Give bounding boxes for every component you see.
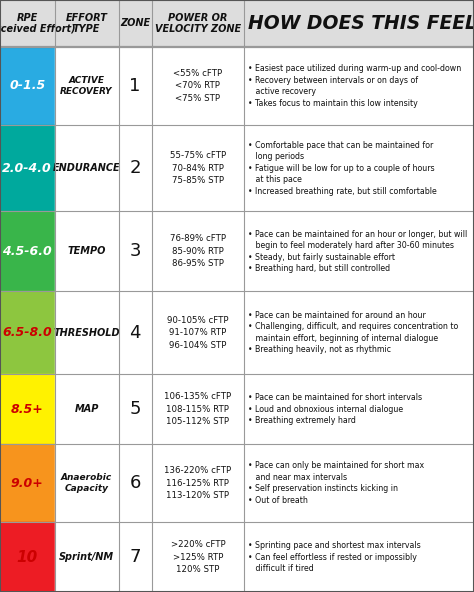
Text: 3: 3 (129, 242, 141, 260)
Text: 0-1.5: 0-1.5 (9, 79, 46, 92)
Text: MAP: MAP (74, 404, 99, 414)
Bar (0, 0, 474, 47)
Bar (0, 47, 55, 125)
Text: Anaerobic
Capacity: Anaerobic Capacity (61, 474, 112, 493)
Text: 8.5+: 8.5+ (11, 403, 44, 416)
Bar (152, 125, 244, 211)
Text: 7: 7 (129, 548, 141, 566)
Text: 4: 4 (129, 324, 141, 342)
Text: • Pace can be maintained for an hour or longer, but will
   begin to feel modera: • Pace can be maintained for an hour or … (248, 230, 467, 273)
Bar (118, 444, 152, 522)
Text: • Pace can be maintained for short intervals
• Loud and obnoxious internal dialo: • Pace can be maintained for short inter… (248, 393, 422, 425)
Bar (0, 291, 55, 374)
Text: ACTIVE
RECOVERY: ACTIVE RECOVERY (60, 76, 113, 96)
Bar (55, 125, 118, 211)
Bar (152, 291, 244, 374)
Text: POWER OR
VELOCITY ZONE: POWER OR VELOCITY ZONE (155, 13, 241, 34)
Text: 76-89% cFTP
85-90% RTP
86-95% STP: 76-89% cFTP 85-90% RTP 86-95% STP (170, 234, 226, 268)
Bar (152, 211, 244, 291)
Text: 106-135% cFTP
108-115% RTP
105-112% STP: 106-135% cFTP 108-115% RTP 105-112% STP (164, 392, 231, 426)
Bar (152, 522, 244, 592)
Text: 6: 6 (129, 474, 141, 492)
Text: • Pace can be maintained for around an hour
• Challenging, difficult, and requir: • Pace can be maintained for around an h… (248, 311, 458, 355)
Bar (0, 125, 55, 211)
Bar (244, 291, 474, 374)
Text: 55-75% cFTP
70-84% RTP
75-85% STP: 55-75% cFTP 70-84% RTP 75-85% STP (170, 152, 226, 185)
Bar (118, 291, 152, 374)
Text: RPE
(Perceived Effort): RPE (Perceived Effort) (0, 13, 76, 34)
Text: 10: 10 (17, 549, 38, 565)
Bar (0, 374, 55, 444)
Bar (244, 47, 474, 125)
Text: • Easiest pace utilized during warm-up and cool-down
• Recovery between interval: • Easiest pace utilized during warm-up a… (248, 65, 461, 108)
Bar (118, 125, 152, 211)
Text: 5: 5 (129, 400, 141, 418)
Bar (244, 444, 474, 522)
Bar (0, 522, 55, 592)
Bar (244, 125, 474, 211)
Text: Sprint/NM: Sprint/NM (59, 552, 114, 562)
Bar (118, 211, 152, 291)
Text: TEMPO: TEMPO (67, 246, 106, 256)
Bar (244, 522, 474, 592)
Text: 6.5-8.0: 6.5-8.0 (2, 326, 52, 339)
Bar (55, 522, 118, 592)
Text: <55% cFTP
<70% RTP
<75% STP: <55% cFTP <70% RTP <75% STP (173, 69, 222, 103)
Bar (244, 211, 474, 291)
Bar (55, 374, 118, 444)
Text: 9.0+: 9.0+ (11, 477, 44, 490)
Bar (152, 47, 244, 125)
Bar (55, 211, 118, 291)
Text: >220% cFTP
>125% RTP
120% STP: >220% cFTP >125% RTP 120% STP (171, 540, 225, 574)
Text: THRESHOLD: THRESHOLD (53, 327, 120, 337)
Text: ENDURANCE: ENDURANCE (53, 163, 120, 173)
Text: • Sprinting pace and shortest max intervals
• Can feel effortless if rested or i: • Sprinting pace and shortest max interv… (248, 541, 420, 573)
Bar (0, 211, 55, 291)
Text: • Comfortable pace that can be maintained for
   long periods
• Fatigue will be : • Comfortable pace that can be maintaine… (248, 141, 437, 196)
Text: 136-220% cFTP
116-125% RTP
113-120% STP: 136-220% cFTP 116-125% RTP 113-120% STP (164, 466, 231, 500)
Bar (55, 291, 118, 374)
Bar (118, 522, 152, 592)
Bar (118, 47, 152, 125)
Bar (55, 444, 118, 522)
Text: 1: 1 (129, 77, 141, 95)
Bar (118, 374, 152, 444)
Text: • Pace can only be maintained for short max
   and near max intervals
• Self pre: • Pace can only be maintained for short … (248, 461, 424, 505)
Text: 2: 2 (129, 159, 141, 177)
Text: 90-105% cFTP
91-107% RTP
96-104% STP: 90-105% cFTP 91-107% RTP 96-104% STP (167, 316, 228, 350)
Text: 2.0-4.0: 2.0-4.0 (2, 162, 52, 175)
Text: EFFORT
TYPE: EFFORT TYPE (65, 13, 108, 34)
Text: HOW DOES THIS FEEL?: HOW DOES THIS FEEL? (248, 14, 474, 33)
Bar (0, 444, 55, 522)
Bar (244, 374, 474, 444)
Bar (55, 47, 118, 125)
Text: ZONE: ZONE (120, 18, 150, 28)
Bar (152, 444, 244, 522)
Text: 4.5-6.0: 4.5-6.0 (2, 245, 52, 258)
Bar (152, 374, 244, 444)
